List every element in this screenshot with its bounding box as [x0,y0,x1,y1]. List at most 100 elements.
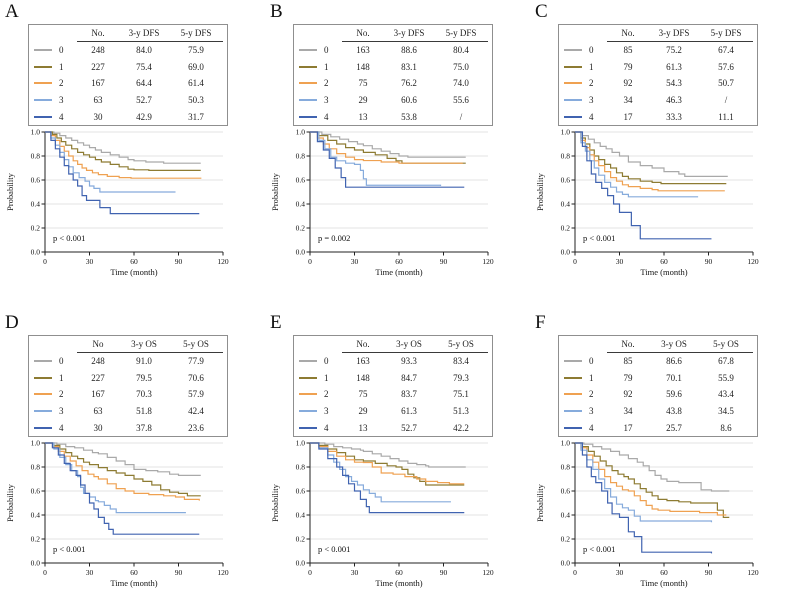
table-header: 3-y DFS [649,25,699,42]
legend-table: No. 3-y OS 5-y OS 0 85 86.6 67.8 1 79 70.1 55.9 2 92… [558,335,758,437]
group-label: 3 [589,94,594,105]
group-5y-value: 75.9 [188,44,204,55]
x-tick-label: 120 [747,568,759,577]
group-label: 2 [59,78,64,89]
panel-D: D No 3-y OS 5-y OS 0 248 91.0 77.9 1 227 79.5 70.6 2… [0,297,265,594]
group-n-value: 248 [91,355,105,366]
km-curve-group-0 [310,131,466,158]
x-tick-label: 60 [130,568,138,577]
group-3y-value: 91.0 [136,355,152,366]
group-n-value: 227 [91,372,105,383]
group-3y-value: 93.3 [401,355,417,366]
y-tick-label: 1.0 [31,439,41,448]
table-header: No. [342,25,384,42]
group-3y-value: 70.3 [136,389,152,400]
x-tick-label: 90 [705,257,713,266]
group-n-value: 163 [356,44,370,55]
y-tick-label: 0.0 [561,559,571,568]
km-curve-group-3 [310,131,442,186]
legend-row: 0 [294,353,342,370]
panel-letter: A [5,1,19,22]
group-5y-value: 83.4 [453,355,469,366]
group-label: 3 [324,94,329,105]
legend-line-icon [564,409,582,412]
group-n-value: 163 [356,355,370,366]
legend-line-icon [299,409,317,412]
group-n-value: 30 [93,111,103,122]
x-tick-label: 0 [43,257,47,266]
legend-line-icon [34,359,52,362]
table-header: 3-y OS [384,336,434,353]
y-tick-label: 0.8 [296,463,306,472]
y-tick-label: 0.4 [31,200,41,209]
legend-line-icon [34,98,52,101]
legend-line-icon [299,48,317,51]
group-label: 2 [324,389,329,400]
group-n-value: 34 [623,94,633,105]
legend-line-icon [564,426,582,429]
x-tick-label: 30 [616,568,624,577]
panel-letter: E [270,312,282,333]
y-tick-label: 1.0 [31,128,41,137]
group-3y-value: 37.8 [136,422,152,433]
p-value-label: p < 0.001 [583,233,615,243]
group-n-value: 85 [623,355,633,366]
group-n-value: 30 [93,422,103,433]
group-3y-value: 43.8 [666,405,682,416]
panel-B: B No. 3-y DFS 5-y DFS 0 163 88.6 80.4 1 148 83.1 75… [265,0,530,297]
group-n-value: 148 [356,372,370,383]
legend-line-icon [564,393,582,396]
legend-row: 1 [29,58,77,75]
group-n-value: 148 [356,61,370,72]
x-axis-title: Time (month) [640,578,687,588]
legend-row: 0 [294,42,342,59]
group-label: 4 [324,111,329,122]
legend-row: 2 [294,386,342,403]
group-5y-value: 75.1 [453,389,469,400]
legend-row: 3 [294,403,342,420]
group-n-value: 75 [358,78,368,89]
km-curve-group-1 [310,442,465,486]
km-curve-group-1 [575,131,727,185]
legend-row: 2 [29,386,77,403]
group-3y-value: 70.1 [666,372,682,383]
y-axis-title: Probability [5,483,15,522]
x-axis-title: Time (month) [640,267,687,277]
legend-line-icon [299,115,317,118]
group-n-value: 248 [91,44,105,55]
group-label: 1 [59,61,64,72]
group-3y-value: 42.9 [136,111,152,122]
group-5y-value: 42.2 [453,422,469,433]
y-tick-label: 0.6 [296,176,306,185]
y-tick-label: 0.2 [296,535,306,544]
group-5y-value: 50.7 [718,78,734,89]
group-n-value: 63 [93,405,103,416]
x-tick-label: 120 [217,257,229,266]
legend-row: 4 [294,419,342,436]
km-curve-group-2 [45,131,202,179]
x-tick-label: 90 [175,568,183,577]
group-label: 4 [589,422,594,433]
x-tick-label: 60 [660,257,668,266]
km-curve-group-0 [310,442,466,468]
km-curve-group-2 [310,131,463,164]
y-tick-label: 0.6 [296,487,306,496]
legend-table: No. 3-y OS 5-y OS 0 163 93.3 83.4 1 148 84.7 79.3 2… [293,335,493,437]
y-axis-title: Probability [270,172,280,211]
legend-header-spacer [29,336,77,353]
y-tick-label: 0.0 [31,248,41,257]
y-axis-title: Probability [535,172,545,211]
x-axis-title: Time (month) [375,267,422,277]
group-label: 4 [589,111,594,122]
group-3y-value: 76.2 [401,78,417,89]
group-5y-value: 69.0 [188,61,204,72]
y-tick-label: 0.6 [561,176,571,185]
x-tick-label: 0 [308,257,312,266]
legend-line-icon [34,82,52,85]
group-label: 0 [324,44,329,55]
y-tick-label: 0.4 [296,511,306,520]
group-5y-value: / [724,94,728,105]
legend-row: 0 [29,42,77,59]
x-tick-label: 60 [395,257,403,266]
group-n-value: 75 [358,389,368,400]
